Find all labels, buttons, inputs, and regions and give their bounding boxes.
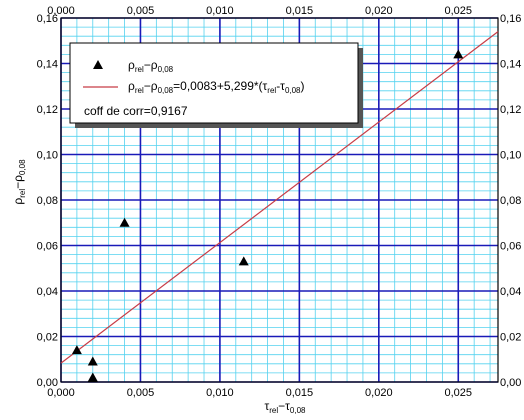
x-tick-label-bottom: 0,000	[47, 387, 75, 399]
y-axis-title-part: ρ	[11, 198, 25, 205]
legend-entry-fit-part: −ρ	[144, 79, 158, 93]
legend-box	[69, 42, 359, 124]
data-point-marker	[87, 356, 98, 366]
x-tick-label-top: 0,015	[286, 5, 314, 17]
x-axis-title-part: −τ	[278, 399, 290, 413]
y-tick-label-left: 0,04	[37, 286, 58, 298]
legend-entry-fit-part: =0,0083+5,299*(τ	[173, 79, 267, 93]
legend-entry-fit-part: 0,08	[158, 86, 174, 95]
y-tick-label-left: 0,00	[37, 377, 58, 389]
y-axis-title-part: 0,08	[18, 159, 27, 175]
legend: ρrel−ρ0,08ρrel−ρ0,08=0,0083+5,299*(τrel-…	[69, 42, 363, 128]
y-tick-label-right: 0,08	[500, 195, 521, 207]
data-point-marker	[453, 49, 464, 59]
x-tick-label-top: 0,000	[47, 5, 75, 17]
y-tick-label-left: 0,10	[37, 150, 58, 162]
x-tick-label-bottom: 0,010	[206, 387, 234, 399]
data-point-marker	[71, 345, 82, 355]
x-tick-label-bottom: 0,025	[445, 387, 473, 399]
y-axis-title: ρrel−ρ0,08	[11, 159, 27, 205]
x-tick-label-top: 0,020	[365, 5, 393, 17]
x-tick-label-top: 0,025	[445, 5, 473, 17]
y-tick-label-right: 0,12	[500, 104, 521, 116]
legend-entry-fit-part: )	[301, 79, 305, 93]
y-tick-label-left: 0,12	[37, 104, 58, 116]
y-tick-label-right: 0,06	[500, 241, 521, 253]
y-tick-label-left: 0,16	[37, 13, 58, 25]
legend-entry-fit-part: rel	[267, 86, 276, 95]
data-point-marker	[87, 372, 98, 382]
tick-labels: 0,000 0,000 0,005 0,005 0,010 0,010 0,015 0,015…	[37, 5, 522, 399]
x-tick-label-bottom: 0,020	[365, 387, 393, 399]
x-tick-label-bottom: 0,015	[286, 387, 314, 399]
y-tick-label-left: 0,14	[37, 59, 58, 71]
x-tick-label-top: 0,010	[206, 5, 234, 17]
fit-line	[60, 31, 499, 364]
fit-line-group	[60, 31, 499, 364]
legend-entry-fit: ρrel−ρ0,08=0,0083+5,299*(τrel-τ0,08)	[128, 79, 305, 95]
x-axis-title-part: 0,08	[290, 406, 306, 415]
y-tick-label-left: 0,02	[37, 332, 58, 344]
legend-marker-triangle	[93, 60, 103, 69]
y-tick-label-right: 0,02	[500, 332, 521, 344]
legend-entry-fit-part: ρ	[128, 79, 135, 93]
x-axis-title-part: τ	[265, 399, 270, 413]
y-tick-label-right: 0,10	[500, 150, 521, 162]
x-axis-title: τrel−τ0,08	[265, 399, 307, 415]
x-axis-title-part: rel	[269, 406, 278, 415]
legend-entry-scatter-part: ρ	[128, 58, 135, 72]
y-tick-label-right: 0,16	[500, 13, 521, 25]
data-point-marker	[119, 217, 130, 227]
y-axis-title-part: rel	[18, 189, 27, 198]
legend-entry-fit-part: 0,08	[285, 86, 301, 95]
data-point-marker	[238, 256, 249, 266]
legend-entry-fit-part: -τ	[276, 79, 285, 93]
legend-entry-scatter-part: rel	[135, 65, 144, 74]
data-markers	[71, 49, 464, 382]
y-axis-title-part: −ρ	[11, 175, 25, 189]
y-tick-label-right: 0,14	[500, 59, 521, 71]
plot-frame	[60, 17, 499, 383]
y-tick-label-right: 0,00	[500, 377, 521, 389]
legend-entry-fit-part: rel	[135, 86, 144, 95]
correlation-annotation: coff de corr=0,9167	[84, 104, 188, 118]
x-tick-label-top: 0,005	[127, 5, 155, 17]
legend-entry-scatter-part: 0,08	[158, 65, 174, 74]
y-tick-label-left: 0,06	[37, 241, 58, 253]
y-tick-label-left: 0,08	[37, 195, 58, 207]
x-tick-label-bottom: 0,005	[127, 387, 155, 399]
y-tick-label-right: 0,04	[500, 286, 521, 298]
legend-entry-scatter: ρrel−ρ0,08	[128, 58, 174, 74]
legend-entry-scatter-part: −ρ	[144, 58, 158, 72]
